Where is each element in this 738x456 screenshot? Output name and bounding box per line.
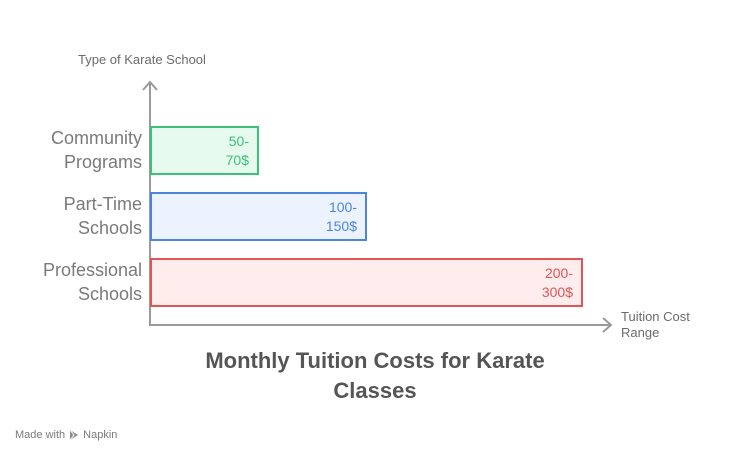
value-line: 100- — [328, 198, 357, 215]
napkin-brand-text: Napkin — [83, 429, 118, 441]
napkin-logo-icon — [69, 429, 79, 441]
x-axis-title: Tuition Cost Range — [621, 309, 690, 341]
label-line: Programs — [63, 152, 142, 172]
category-label-community: Community Programs — [2, 126, 142, 174]
label-line: Part-Time — [63, 194, 142, 214]
bar-part-time-schools: 100- 150$ — [150, 192, 367, 241]
chart-title-line2: Classes — [333, 378, 417, 403]
label-line: Schools — [77, 284, 142, 304]
value-line: 50- — [228, 132, 249, 149]
y-axis-title: Type of Karate School — [78, 52, 206, 67]
value-line: 70$ — [225, 151, 249, 168]
bar-value: 100- 150$ — [326, 198, 357, 236]
made-with-text: Made with — [15, 429, 66, 441]
label-line: Schools — [77, 218, 142, 238]
value-line: 150$ — [325, 217, 357, 234]
bar-professional-schools: 200- 300$ — [150, 258, 583, 307]
bar-value: 50- 70$ — [226, 132, 249, 170]
bar-value: 200- 300$ — [542, 264, 573, 302]
bar-community-programs: 50- 70$ — [150, 126, 259, 175]
x-axis — [149, 317, 613, 333]
value-line: 300$ — [541, 283, 573, 300]
chart-title-line1: Monthly Tuition Costs for Karate — [205, 348, 545, 373]
x-axis-title-line2: Range — [621, 325, 660, 340]
made-with-napkin: Made with Napkin — [15, 429, 117, 441]
value-line: 200- — [544, 264, 573, 281]
category-label-part-time: Part-Time Schools — [2, 192, 142, 240]
chart-title: Monthly Tuition Costs for Karate Classes — [165, 346, 585, 406]
label-line: Professional — [42, 260, 142, 280]
label-line: Community — [50, 128, 142, 148]
category-label-professional: Professional Schools — [2, 258, 142, 306]
x-axis-title-line1: Tuition Cost — [621, 309, 690, 324]
